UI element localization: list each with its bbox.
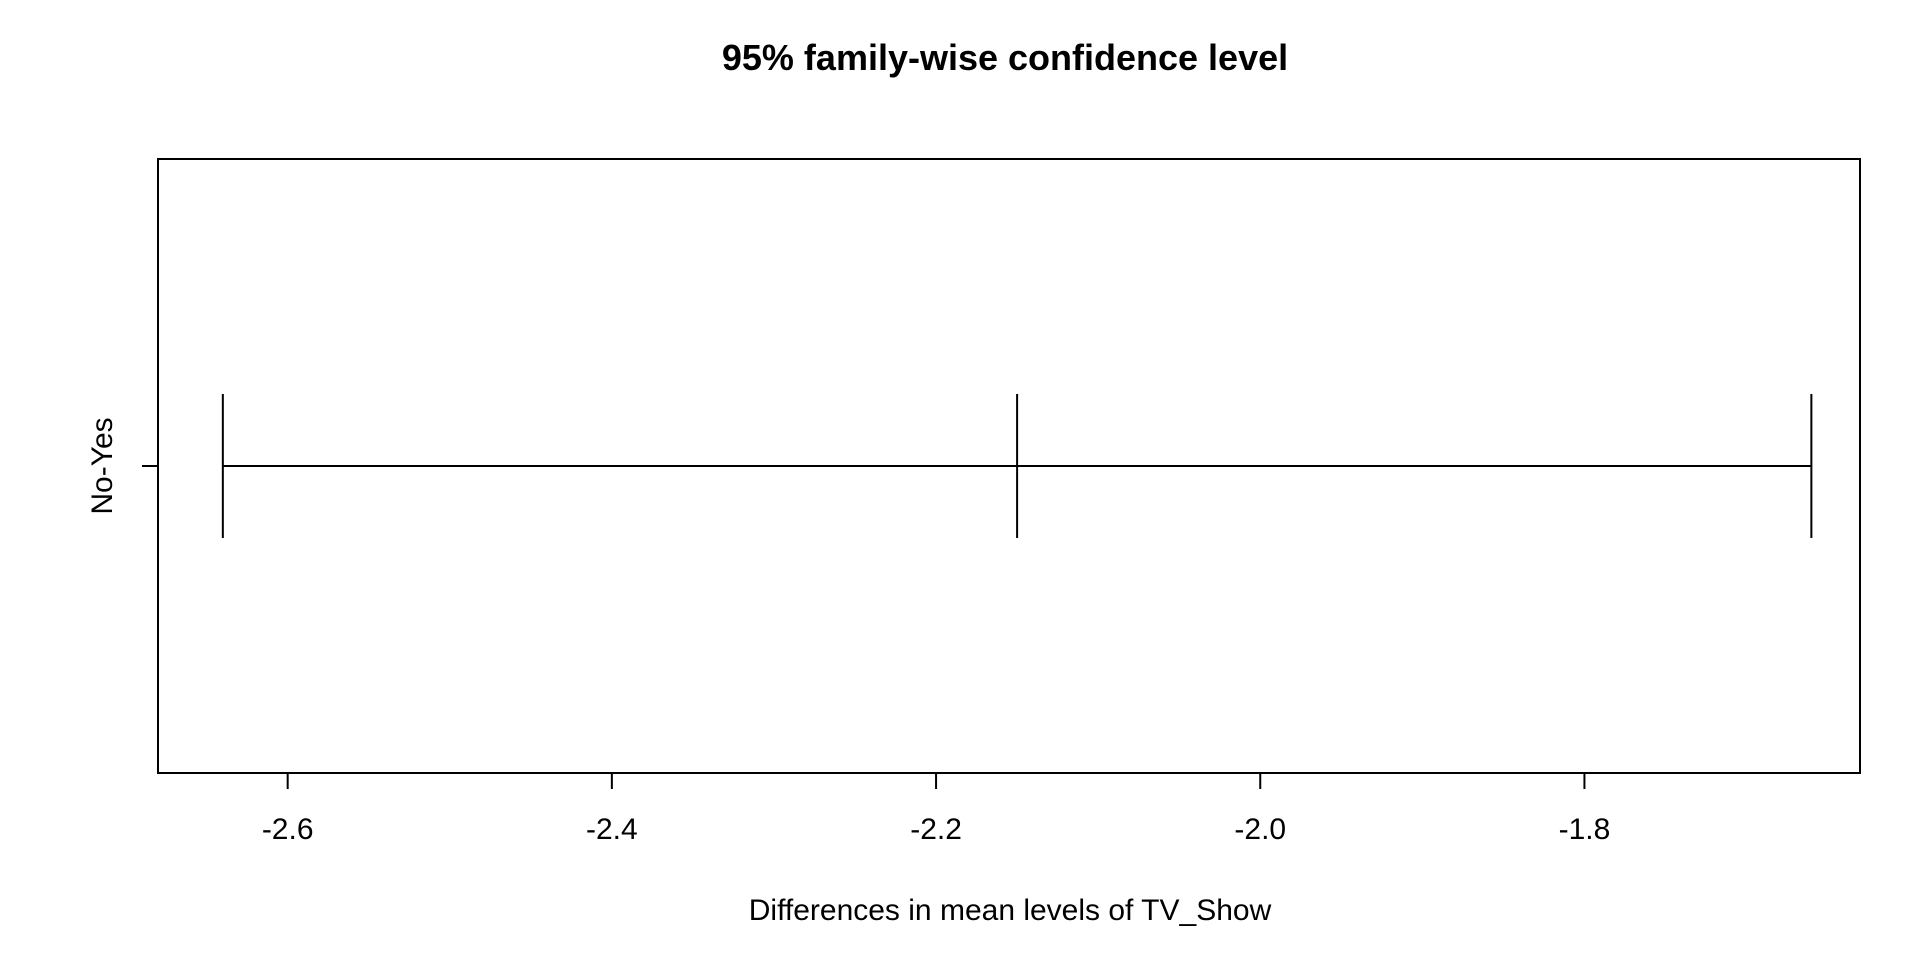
x-axis: -2.6 -2.4 -2.2 -2.0 -1.8 [262,773,1610,846]
x-tick-label: -2.2 [910,813,962,846]
x-axis-label: Differences in mean levels of TV_Show [749,894,1272,927]
x-tick-label: -2.6 [262,813,314,846]
x-tick-label: -2.0 [1234,813,1286,846]
y-axis: No-Yes [86,417,158,515]
plot-content [221,394,1813,538]
chart-title: 95% family-wise confidence level [722,37,1288,78]
x-tick-label: -2.4 [586,813,638,846]
y-tick-label: No-Yes [86,417,119,514]
x-tick-label: -1.8 [1559,813,1611,846]
